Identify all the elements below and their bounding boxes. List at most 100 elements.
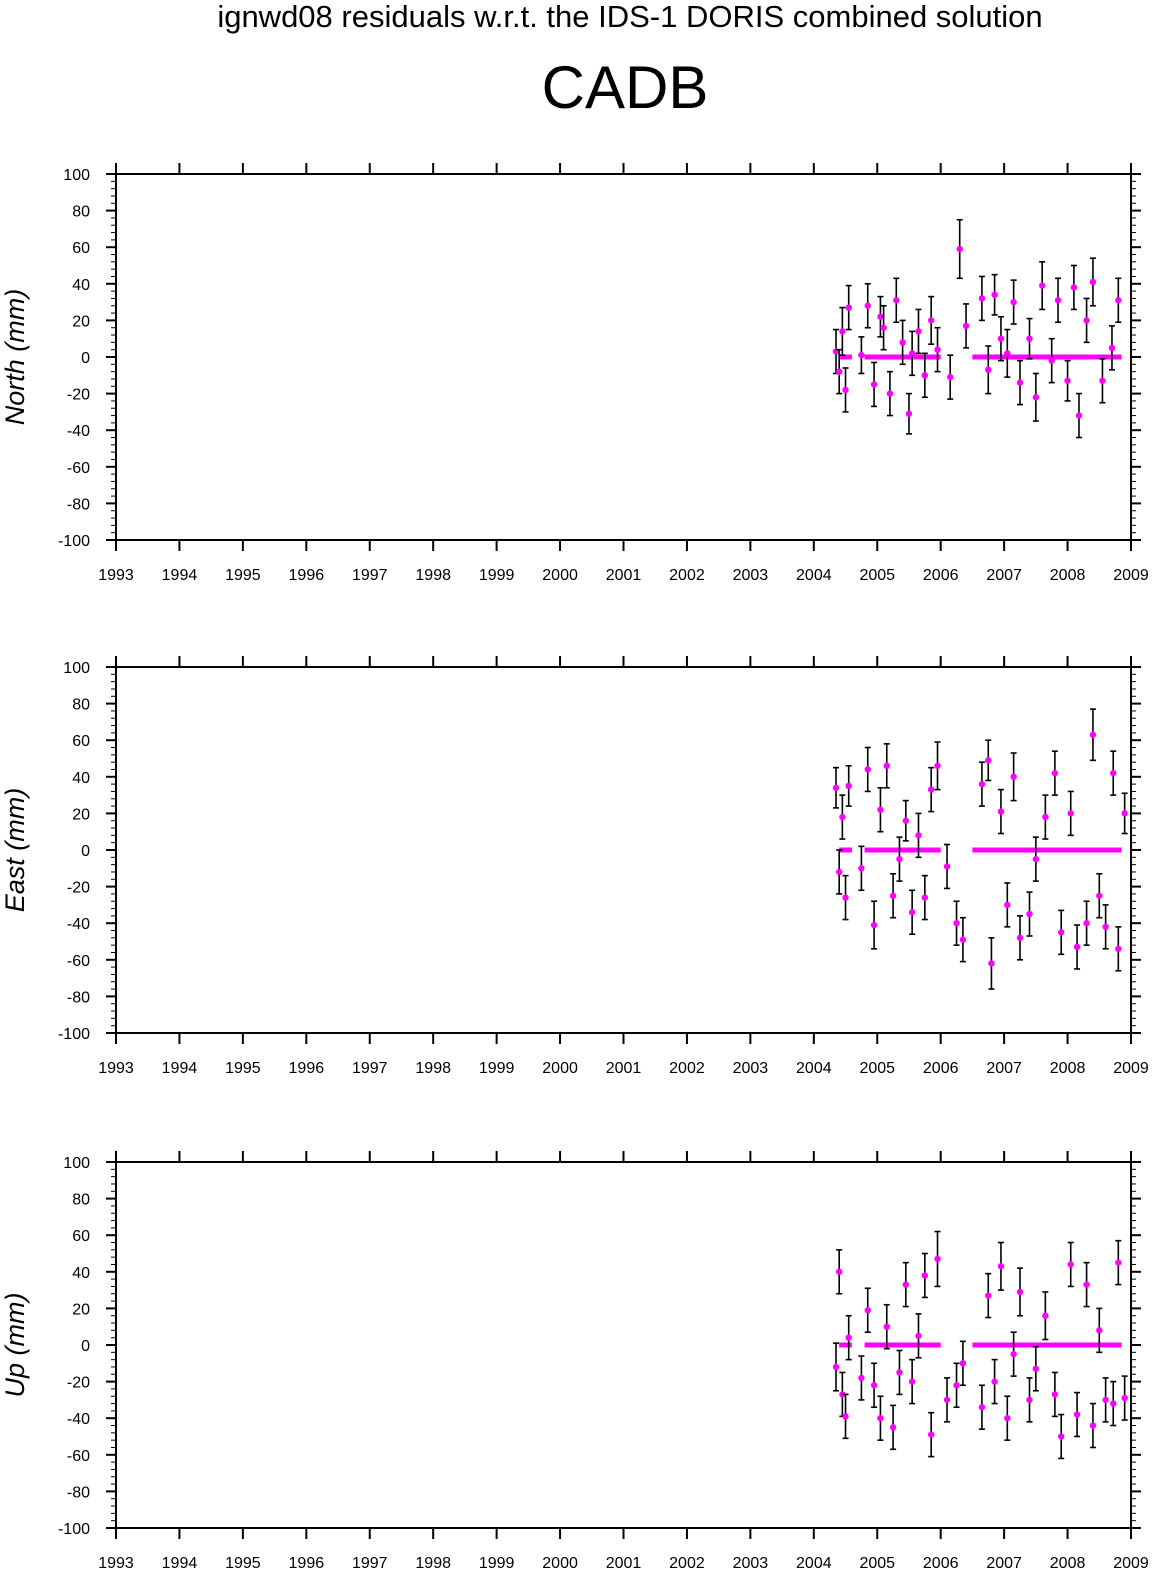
east-y-tick-label: 100 [63, 660, 90, 677]
up-data-point [943, 1396, 951, 1404]
north-x-tick-label: 2003 [733, 567, 769, 584]
east-y-tick-label: 60 [72, 733, 90, 750]
north-data-point [1032, 394, 1040, 401]
east-y-tick-label: -60 [67, 953, 90, 970]
east-x-tick-label: 2002 [669, 1060, 705, 1077]
north-x-tick-label: 2005 [859, 567, 895, 584]
north-data-point [915, 328, 922, 335]
east-data-point [1026, 910, 1033, 918]
up-y-tick-label: -60 [67, 1448, 90, 1465]
up-data-point [1102, 1396, 1109, 1404]
up-y-tick-label: -100 [58, 1521, 90, 1538]
up-x-tick-label: 2009 [1113, 1555, 1149, 1572]
north-data-point [1016, 379, 1024, 386]
east-data-point [832, 784, 840, 791]
east-data-point [959, 936, 967, 943]
up-data-point [877, 1415, 884, 1422]
north-x-tick-label: 1993 [98, 567, 134, 584]
east-x-tick-label: 1993 [98, 1060, 134, 1077]
north-x-tick-label: 1995 [225, 567, 261, 584]
north-data-point [1054, 297, 1062, 304]
east-data-point [978, 780, 986, 788]
east-data-point [1032, 855, 1040, 863]
east-data-point [835, 868, 843, 876]
up-y-tick-label: 80 [72, 1192, 90, 1209]
north-data-point [835, 368, 843, 375]
up-y-tick-label: 0 [81, 1338, 90, 1355]
up-data-point [1026, 1396, 1033, 1404]
east-x-tick-label: 2000 [542, 1060, 578, 1077]
north-data-point [1026, 335, 1033, 342]
up-x-tick-label: 1997 [352, 1555, 388, 1572]
east-data-point [842, 894, 849, 901]
up-x-tick-label: 1995 [225, 1555, 261, 1572]
north-data-point [927, 317, 935, 324]
up-x-tick-label: 1998 [415, 1555, 451, 1572]
north-data-point [956, 245, 963, 253]
north-data-point [1108, 344, 1116, 352]
up-panel: Up (mm) 1993 1994 1995 1996 1997 1998 1999 2000… [0, 1151, 1149, 1572]
up-data-point [896, 1369, 903, 1376]
north-x-tick-label: 1998 [415, 567, 451, 584]
up-y-tick-label: -40 [67, 1411, 90, 1428]
east-data-point [985, 757, 992, 764]
north-y-tick-label: -100 [58, 533, 90, 550]
east-x-tick-label: 1999 [479, 1060, 515, 1077]
east-x-tick-label: 2009 [1113, 1060, 1149, 1077]
up-data-point [1067, 1261, 1074, 1268]
up-axis-label: Up (mm) [0, 1293, 30, 1398]
north-x-tick-label: 2009 [1113, 567, 1149, 584]
up-x-tick-label: 2004 [796, 1555, 832, 1572]
up-data-point [991, 1378, 998, 1385]
north-x-tick-label: 2002 [669, 567, 705, 584]
east-x-tick-label: 1996 [289, 1060, 325, 1077]
east-x-tick-label: 2008 [1050, 1060, 1086, 1077]
up-data-point [902, 1281, 909, 1288]
east-data-point [858, 865, 865, 872]
up-data-point [845, 1334, 852, 1341]
east-x-tick-label: 1997 [352, 1060, 388, 1077]
north-data-point [1075, 412, 1083, 419]
east-y-tick-label: 20 [72, 806, 90, 823]
up-y-tick-label: -20 [67, 1375, 90, 1392]
east-data-point [1010, 773, 1017, 780]
north-data-point [991, 291, 998, 298]
north-data-point [1048, 357, 1055, 364]
north-data-point [997, 335, 1005, 342]
up-x-tick-label: 2007 [986, 1555, 1022, 1572]
up-data-point [978, 1404, 986, 1411]
east-x-tick-label: 2005 [859, 1060, 895, 1077]
north-data-point [1004, 350, 1011, 357]
east-data-point [883, 762, 890, 770]
east-y-tick-label: -80 [67, 989, 90, 1006]
north-x-tick-label: 1996 [289, 567, 325, 584]
up-y-tick-label: 20 [72, 1301, 90, 1318]
north-data-point [864, 302, 871, 309]
up-data-point [1051, 1391, 1059, 1398]
up-data-point [921, 1272, 929, 1279]
east-x-tick-label: 1998 [415, 1060, 451, 1077]
east-data-point [1051, 769, 1059, 777]
north-data-point [899, 339, 906, 346]
north-data-point [845, 304, 852, 311]
north-data-point [886, 390, 894, 397]
east-data-point [877, 806, 884, 813]
up-data-point [864, 1307, 871, 1314]
east-data-point [1089, 731, 1097, 738]
north-data-point [1099, 377, 1106, 384]
east-data-point [953, 920, 960, 927]
north-data-point [934, 346, 941, 353]
east-x-tick-label: 2006 [923, 1060, 959, 1077]
east-data-point [927, 786, 935, 793]
north-data-point [839, 328, 846, 335]
north-x-tick-label: 2000 [542, 567, 578, 584]
east-panel: East (mm) 1993 1994 1995 1996 1997 1998 1999 20… [0, 656, 1149, 1077]
north-data-point [1115, 297, 1122, 304]
east-data-point [1067, 810, 1074, 817]
east-data-point [1073, 943, 1081, 951]
north-y-tick-label: -20 [67, 387, 90, 404]
north-data-point [893, 297, 900, 304]
up-data-point [889, 1424, 897, 1431]
north-y-tick-label: -60 [67, 460, 90, 477]
